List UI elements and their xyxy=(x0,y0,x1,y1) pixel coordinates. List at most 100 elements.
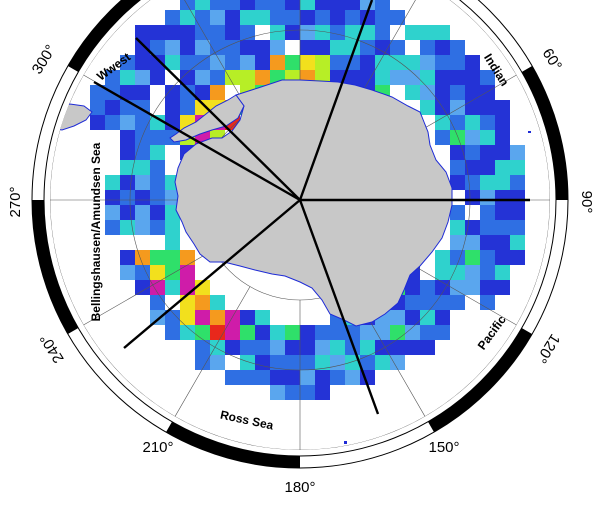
sea-ice-cell xyxy=(465,100,480,115)
sea-ice-cell xyxy=(360,70,375,85)
sea-ice-cell xyxy=(420,310,435,325)
sea-ice-cell xyxy=(330,40,345,55)
sea-ice-cell xyxy=(150,115,165,130)
sea-ice-cell xyxy=(480,190,495,205)
sea-ice-cell xyxy=(105,220,120,235)
sea-ice-cell xyxy=(495,115,510,130)
sea-ice-cell xyxy=(330,325,345,340)
sea-ice-cell xyxy=(435,85,450,100)
sea-ice-cell xyxy=(435,265,450,280)
sea-ice-cell xyxy=(210,295,225,310)
sea-ice-cell xyxy=(210,340,225,355)
sea-ice-cell xyxy=(210,325,225,340)
sea-ice-cell xyxy=(105,100,120,115)
sea-ice-cell xyxy=(480,145,495,160)
sea-ice-cell xyxy=(330,25,345,40)
sea-ice-cell xyxy=(480,250,495,265)
sea-ice-cell xyxy=(165,10,180,25)
frame-band xyxy=(428,328,533,433)
sea-ice-cell xyxy=(210,25,225,40)
sea-ice-cell xyxy=(120,115,135,130)
sea-ice-cell xyxy=(285,25,300,40)
sea-ice-cell xyxy=(450,85,465,100)
sea-ice-cell xyxy=(405,70,420,85)
sea-ice-cell xyxy=(300,325,315,340)
sea-ice-cell xyxy=(390,70,405,85)
sea-ice-cell xyxy=(360,0,375,10)
sea-ice-cell xyxy=(465,130,480,145)
sea-ice-cell xyxy=(420,25,435,40)
sea-ice-cell xyxy=(405,295,420,310)
sea-ice-cell xyxy=(375,325,390,340)
sea-ice-cell xyxy=(165,100,180,115)
sea-ice-cell xyxy=(390,55,405,70)
sea-ice-cell xyxy=(120,205,135,220)
sea-ice-cell xyxy=(450,130,465,145)
sea-ice-cell xyxy=(510,160,525,175)
label-180: 180° xyxy=(284,479,315,496)
sea-ice-cell xyxy=(135,220,150,235)
sea-ice-cell xyxy=(255,370,270,385)
sea-ice-cell xyxy=(150,190,165,205)
sea-ice-cell xyxy=(225,25,240,40)
sea-ice-cell xyxy=(135,205,150,220)
sea-ice-cell xyxy=(450,265,465,280)
sea-ice-cell xyxy=(180,325,195,340)
sea-ice-cell xyxy=(390,40,405,55)
sea-ice-cell xyxy=(330,340,345,355)
sea-ice-cell xyxy=(495,235,510,250)
sea-ice-cell xyxy=(315,370,330,385)
sea-ice-cell xyxy=(255,70,270,85)
sea-ice-cell xyxy=(195,355,210,370)
sea-ice-cell xyxy=(315,385,330,400)
sea-ice-cell xyxy=(240,25,255,40)
sea-ice-cell xyxy=(435,70,450,85)
sea-ice-cell xyxy=(105,70,120,85)
sea-ice-cell xyxy=(225,40,240,55)
sea-ice-cell xyxy=(405,325,420,340)
sea-ice-cell xyxy=(255,0,270,10)
label-150: 150° xyxy=(428,439,459,456)
sea-ice-cell xyxy=(450,100,465,115)
sea-ice-cell xyxy=(465,85,480,100)
sea-ice-cell xyxy=(315,25,330,40)
sea-ice-cell xyxy=(120,265,135,280)
sea-ice-cell xyxy=(420,55,435,70)
label-120: 120° xyxy=(532,331,563,366)
label-240: 240° xyxy=(37,331,68,366)
sea-ice-cell xyxy=(225,0,240,10)
sea-ice-cell xyxy=(120,55,135,70)
sea-ice-cell xyxy=(480,280,495,295)
sea-ice-cell xyxy=(135,115,150,130)
sea-ice-cell xyxy=(195,340,210,355)
sea-ice-cell xyxy=(435,40,450,55)
sea-ice-cell xyxy=(180,25,195,40)
sea-ice-cell xyxy=(390,325,405,340)
frame-band xyxy=(166,421,300,468)
sea-ice-cell xyxy=(225,55,240,70)
sea-ice-cell xyxy=(180,100,195,115)
sea-ice-cell xyxy=(120,190,135,205)
sea-ice-cell xyxy=(510,205,525,220)
sea-ice-cell xyxy=(120,160,135,175)
sea-ice-cell xyxy=(195,295,210,310)
sea-ice-cell xyxy=(510,250,525,265)
sea-ice-cell xyxy=(270,340,285,355)
sea-ice-cell xyxy=(315,40,330,55)
sea-ice-cell xyxy=(375,355,390,370)
sea-ice-cell xyxy=(285,385,300,400)
sea-ice-cell xyxy=(180,70,195,85)
sea-ice-cell xyxy=(480,130,495,145)
sea-ice-cell xyxy=(330,355,345,370)
sea-ice-cell xyxy=(420,85,435,100)
sea-ice-cell xyxy=(150,55,165,70)
sea-ice-cell xyxy=(195,70,210,85)
sea-ice-cell xyxy=(300,385,315,400)
sea-ice-cell xyxy=(180,250,195,265)
sea-ice-cell xyxy=(165,280,180,295)
sea-ice-cell xyxy=(225,370,240,385)
sea-ice-cell xyxy=(240,310,255,325)
sea-ice-cell xyxy=(300,55,315,70)
sea-ice-cell xyxy=(495,130,510,145)
sea-ice-cell xyxy=(210,355,225,370)
